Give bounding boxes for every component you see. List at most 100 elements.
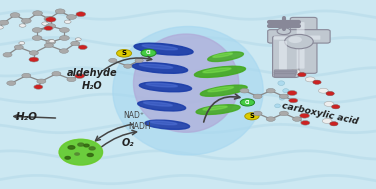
Circle shape bbox=[45, 17, 56, 22]
Circle shape bbox=[326, 91, 334, 96]
Ellipse shape bbox=[139, 64, 173, 68]
Circle shape bbox=[44, 26, 53, 30]
Circle shape bbox=[59, 36, 69, 40]
Circle shape bbox=[322, 119, 332, 123]
Text: S: S bbox=[121, 50, 127, 56]
Circle shape bbox=[55, 9, 65, 14]
Ellipse shape bbox=[213, 53, 232, 57]
FancyBboxPatch shape bbox=[273, 36, 299, 77]
Circle shape bbox=[44, 16, 54, 21]
Circle shape bbox=[78, 143, 84, 146]
Circle shape bbox=[300, 113, 309, 118]
FancyBboxPatch shape bbox=[274, 36, 320, 40]
Circle shape bbox=[10, 13, 20, 18]
Circle shape bbox=[84, 144, 89, 147]
Ellipse shape bbox=[132, 63, 188, 73]
Ellipse shape bbox=[208, 87, 233, 92]
Circle shape bbox=[124, 64, 132, 68]
Circle shape bbox=[89, 147, 95, 150]
Text: aldehyde: aldehyde bbox=[67, 68, 117, 78]
Circle shape bbox=[59, 28, 69, 33]
Circle shape bbox=[288, 36, 302, 43]
Circle shape bbox=[266, 88, 275, 93]
Ellipse shape bbox=[200, 85, 247, 96]
Circle shape bbox=[34, 85, 43, 89]
Ellipse shape bbox=[203, 68, 231, 73]
Circle shape bbox=[277, 28, 291, 35]
Circle shape bbox=[52, 71, 61, 76]
Ellipse shape bbox=[146, 83, 177, 87]
Circle shape bbox=[285, 34, 313, 49]
Ellipse shape bbox=[194, 66, 246, 77]
Circle shape bbox=[49, 40, 55, 43]
Circle shape bbox=[75, 38, 81, 41]
Circle shape bbox=[75, 74, 85, 78]
Ellipse shape bbox=[134, 43, 193, 55]
Circle shape bbox=[64, 20, 71, 23]
FancyBboxPatch shape bbox=[290, 17, 317, 73]
Circle shape bbox=[59, 49, 68, 53]
Circle shape bbox=[7, 81, 16, 85]
Circle shape bbox=[3, 53, 12, 57]
Circle shape bbox=[240, 88, 249, 93]
Circle shape bbox=[21, 18, 31, 23]
FancyBboxPatch shape bbox=[274, 70, 297, 73]
Circle shape bbox=[253, 94, 262, 99]
Circle shape bbox=[253, 111, 262, 116]
Ellipse shape bbox=[113, 26, 263, 155]
Ellipse shape bbox=[142, 45, 177, 50]
Circle shape bbox=[330, 122, 338, 126]
Ellipse shape bbox=[274, 104, 280, 108]
Circle shape bbox=[32, 36, 42, 40]
Circle shape bbox=[240, 99, 255, 106]
Circle shape bbox=[117, 50, 132, 57]
Circle shape bbox=[318, 88, 328, 93]
Circle shape bbox=[313, 80, 321, 84]
Ellipse shape bbox=[208, 52, 243, 61]
Ellipse shape bbox=[138, 101, 186, 111]
Circle shape bbox=[289, 98, 298, 103]
Circle shape bbox=[290, 69, 300, 74]
Ellipse shape bbox=[203, 106, 227, 110]
Circle shape bbox=[305, 77, 315, 82]
Ellipse shape bbox=[196, 105, 240, 115]
Circle shape bbox=[76, 12, 86, 17]
Circle shape bbox=[287, 91, 297, 95]
Ellipse shape bbox=[150, 121, 177, 125]
Text: NAD⁺: NAD⁺ bbox=[123, 111, 144, 120]
Text: carboxylic acid: carboxylic acid bbox=[280, 101, 359, 126]
Circle shape bbox=[19, 42, 25, 45]
Text: Cl: Cl bbox=[245, 100, 250, 105]
Circle shape bbox=[42, 22, 49, 25]
Circle shape bbox=[324, 101, 334, 106]
Circle shape bbox=[75, 153, 79, 155]
Ellipse shape bbox=[283, 89, 289, 93]
Circle shape bbox=[44, 43, 53, 48]
Circle shape bbox=[266, 117, 275, 121]
Ellipse shape bbox=[278, 81, 285, 85]
Text: O₂: O₂ bbox=[121, 138, 134, 148]
Circle shape bbox=[65, 156, 70, 159]
Circle shape bbox=[37, 79, 46, 84]
Circle shape bbox=[14, 45, 23, 50]
Circle shape bbox=[301, 121, 310, 125]
Circle shape bbox=[46, 24, 56, 29]
Circle shape bbox=[71, 41, 80, 46]
Text: NADH: NADH bbox=[128, 122, 150, 131]
Circle shape bbox=[0, 20, 9, 25]
Text: H₂O: H₂O bbox=[15, 112, 37, 122]
Circle shape bbox=[141, 49, 156, 57]
Circle shape bbox=[279, 111, 288, 116]
Text: S: S bbox=[250, 113, 254, 119]
FancyBboxPatch shape bbox=[274, 74, 295, 77]
Circle shape bbox=[78, 45, 87, 50]
Ellipse shape bbox=[279, 97, 285, 100]
Circle shape bbox=[32, 28, 42, 33]
Circle shape bbox=[279, 94, 288, 99]
Ellipse shape bbox=[145, 120, 190, 129]
Ellipse shape bbox=[144, 102, 172, 106]
Circle shape bbox=[109, 58, 117, 63]
Circle shape bbox=[29, 57, 39, 62]
Circle shape bbox=[332, 105, 340, 109]
Circle shape bbox=[33, 11, 42, 16]
